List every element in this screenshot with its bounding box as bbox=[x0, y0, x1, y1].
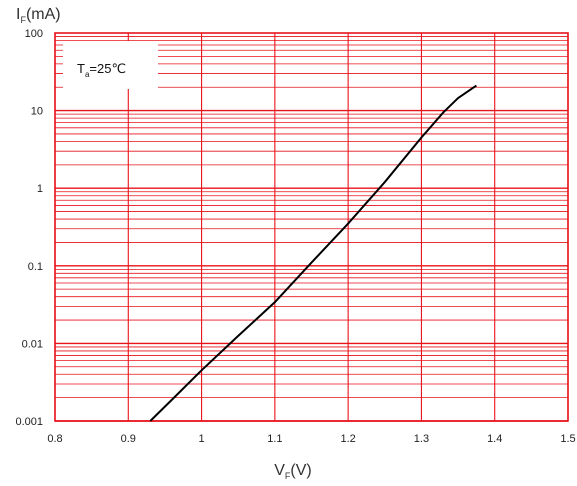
y-axis-label-unit: (mA) bbox=[26, 6, 61, 23]
x-tick-label: 1.1 bbox=[267, 433, 282, 445]
annotation-text: Ta=25℃ bbox=[77, 61, 126, 79]
x-tick-label: 1.3 bbox=[414, 433, 429, 445]
x-tick-labels: 0.8 0.9 1 1.1 1.2 1.3 1.4 1.5 bbox=[47, 433, 575, 445]
x-tick-label: 0.9 bbox=[121, 433, 136, 445]
plot-frame bbox=[54, 32, 569, 422]
x-axis-label: VF(V) bbox=[274, 462, 312, 481]
y-axis-label-sub: F bbox=[20, 15, 26, 25]
y-tick-label: 10 bbox=[31, 106, 43, 118]
x-tick-label: 1.5 bbox=[560, 433, 575, 445]
annotation-box bbox=[63, 41, 158, 89]
annotation-sub: a bbox=[85, 70, 90, 79]
x-tick-label: 0.8 bbox=[47, 433, 62, 445]
x-axis-label-unit: (V) bbox=[290, 462, 311, 479]
grid-lines bbox=[54, 33, 569, 422]
y-axis-label: IF(mA) bbox=[16, 6, 61, 25]
x-axis-label-main: V bbox=[274, 462, 285, 479]
y-tick-labels: 0.001 0.01 0.1 1 10 100 bbox=[15, 28, 43, 428]
temperature-annotation: Ta=25℃ bbox=[63, 41, 158, 89]
annotation-rest: =25℃ bbox=[89, 61, 126, 76]
annotation-main: T bbox=[77, 61, 85, 76]
y-tick-label: 0.001 bbox=[15, 416, 43, 428]
series-line bbox=[149, 84, 477, 422]
y-tick-label: 100 bbox=[25, 28, 43, 40]
y-tick-label: 0.01 bbox=[22, 338, 43, 350]
x-tick-label: 1 bbox=[199, 433, 205, 445]
y-tick-label: 1 bbox=[37, 183, 43, 195]
y-tick-label: 0.1 bbox=[28, 261, 43, 273]
y-axis-label-main: I bbox=[16, 6, 20, 23]
x-axis-label-sub: F bbox=[285, 471, 291, 481]
x-tick-label: 1.2 bbox=[340, 433, 355, 445]
x-tick-label: 1.4 bbox=[487, 433, 502, 445]
